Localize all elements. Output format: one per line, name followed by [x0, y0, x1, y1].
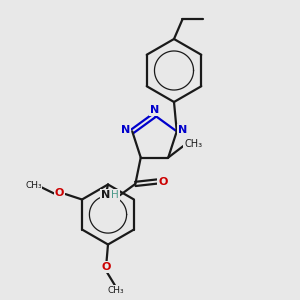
Text: N: N — [101, 190, 110, 200]
Text: N: N — [178, 125, 187, 135]
Text: H: H — [111, 190, 119, 200]
Text: N: N — [150, 105, 159, 115]
Text: O: O — [102, 262, 111, 272]
Text: N: N — [121, 125, 130, 135]
Text: O: O — [55, 188, 64, 198]
Text: CH₃: CH₃ — [184, 139, 202, 149]
Text: CH₃: CH₃ — [107, 286, 124, 295]
Text: CH₃: CH₃ — [25, 181, 42, 190]
Text: O: O — [158, 176, 168, 187]
